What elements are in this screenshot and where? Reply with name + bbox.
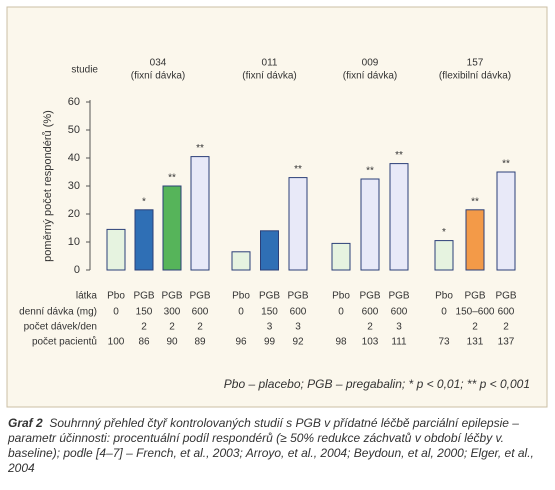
- row-value: 98: [335, 337, 347, 348]
- row-value: 111: [391, 337, 407, 348]
- row-label: denní dávka (mg): [19, 307, 97, 318]
- row-value: 0: [338, 307, 344, 318]
- row-value: 3: [295, 322, 301, 333]
- row-value: 2: [141, 322, 147, 333]
- row-value: 73: [438, 337, 450, 348]
- row-value: 150–600: [456, 307, 495, 318]
- row-value: Pbo: [107, 291, 125, 302]
- y-tick-label: 10: [68, 236, 80, 248]
- row-value: 2: [197, 322, 203, 333]
- significance: *: [142, 196, 146, 207]
- row-value: 131: [467, 337, 484, 348]
- caption: Graf 2 Souhrnný přehled čtyř kontrolovan…: [8, 416, 543, 476]
- bar: [389, 163, 409, 271]
- bar: [260, 230, 279, 271]
- bar: [106, 228, 126, 271]
- bar: [360, 178, 380, 271]
- significance: **: [502, 159, 510, 170]
- row-value: 600: [290, 307, 307, 318]
- row-value: Pbo: [332, 291, 350, 302]
- row-value: 86: [138, 337, 150, 348]
- row-value: Pbo: [232, 291, 250, 302]
- row-value: 96: [235, 337, 247, 348]
- row-value: 92: [292, 337, 304, 348]
- significance: **: [366, 166, 374, 177]
- row-value: 3: [396, 322, 402, 333]
- row-value: 150: [261, 307, 278, 318]
- row-value: 0: [441, 307, 447, 318]
- row-value: 600: [391, 307, 408, 318]
- significance: **: [395, 150, 403, 161]
- bar: [496, 171, 516, 271]
- study-subtitle: (fixní dávka): [343, 71, 397, 82]
- bar: [434, 240, 454, 271]
- row-value: PGB: [495, 291, 516, 302]
- chart: poměrný počet respondérů (%) Pbo – place…: [6, 6, 548, 408]
- significance: **: [294, 164, 302, 175]
- y-tick-label: 40: [68, 152, 80, 164]
- row-value: 100: [108, 337, 125, 348]
- row-label: počet pacientů: [32, 336, 97, 348]
- row-value: PGB: [287, 291, 308, 302]
- study-name: 009: [362, 58, 379, 69]
- row-value: 89: [194, 337, 206, 348]
- significance: **: [168, 173, 176, 184]
- y-tick-label: 30: [68, 180, 80, 192]
- row-value: 2: [169, 322, 175, 333]
- row-value: PGB: [133, 291, 154, 302]
- panel: [6, 6, 548, 408]
- row-value: 600: [192, 307, 209, 318]
- row-value: Pbo: [435, 291, 453, 302]
- bar: [162, 185, 182, 271]
- row-value: PGB: [161, 291, 182, 302]
- row-value: PGB: [464, 291, 485, 302]
- y-tick-label: 60: [68, 96, 80, 108]
- study-name: 034: [150, 58, 167, 69]
- bar: [190, 156, 210, 271]
- row-value: 3: [267, 322, 273, 333]
- row-value: PGB: [189, 291, 210, 302]
- study-subtitle: (flexibilní dávka): [439, 71, 511, 82]
- row-value: 0: [238, 307, 244, 318]
- significance: *: [442, 227, 446, 238]
- row-label: látka: [76, 291, 98, 302]
- row-value: PGB: [259, 291, 280, 302]
- study-name: 157: [467, 58, 484, 69]
- y-tick-label: 20: [68, 208, 80, 220]
- study-subtitle: (fixní dávka): [242, 71, 296, 82]
- bar: [288, 177, 308, 271]
- bar: [331, 242, 351, 271]
- y-axis-label: poměrný počet respondérů (%): [42, 110, 54, 262]
- note: Pbo – placebo; PGB – pregabalin; * p < 0…: [224, 377, 530, 391]
- row-value: 0: [113, 307, 119, 318]
- row-value: 2: [503, 322, 509, 333]
- row-value: 600: [362, 307, 379, 318]
- row-value: 103: [362, 337, 379, 348]
- row-value: PGB: [388, 291, 409, 302]
- bar: [134, 209, 154, 271]
- y-tick-label: 0: [74, 264, 80, 276]
- y-tick-label: 50: [68, 124, 80, 136]
- row-value: 2: [472, 322, 478, 333]
- caption-label: Graf 2: [8, 416, 43, 430]
- row-value: 99: [264, 337, 276, 348]
- row-value: 2: [367, 322, 373, 333]
- row-value: PGB: [359, 291, 380, 302]
- row-value: 300: [164, 307, 181, 318]
- row-label: studie: [71, 65, 98, 76]
- bar: [465, 209, 485, 271]
- row-value: 137: [498, 337, 515, 348]
- bar: [231, 251, 251, 271]
- caption-text: Souhrnný přehled čtyř kontrolovaných stu…: [8, 416, 534, 475]
- row-label: počet dávek/den: [24, 322, 97, 333]
- row-value: 150: [136, 307, 153, 318]
- row-value: 90: [166, 337, 178, 348]
- significance: **: [471, 196, 479, 207]
- study-subtitle: (fixní dávka): [131, 71, 185, 82]
- study-name: 011: [262, 58, 278, 69]
- significance: **: [196, 143, 204, 154]
- row-value: 600: [498, 307, 515, 318]
